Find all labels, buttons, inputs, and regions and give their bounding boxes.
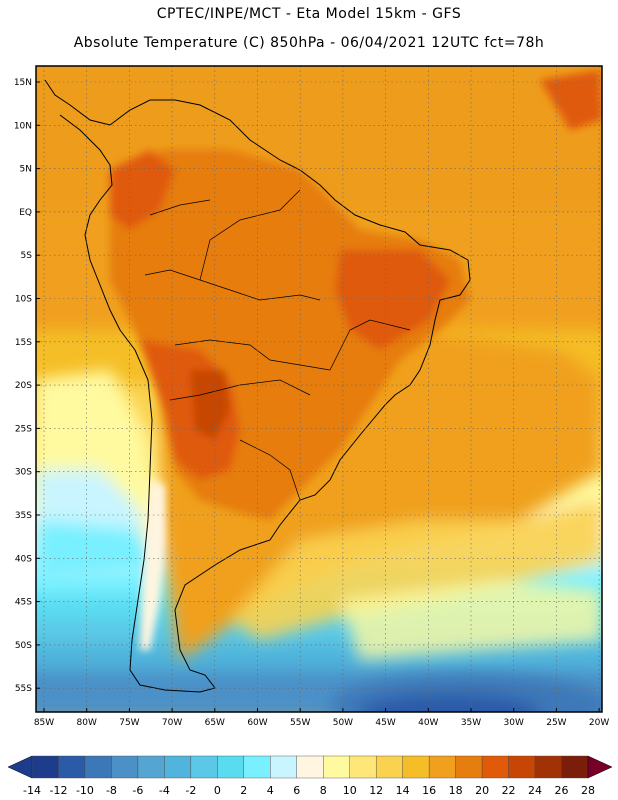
lon-tick-label: 35W bbox=[461, 718, 481, 728]
longitude-labels: 85W 80W 75W 70W 65W 60W 55W 50W 45W 40W 35W 30W 25W 2… bbox=[34, 708, 609, 728]
colorbar-label: 2 bbox=[240, 784, 247, 797]
colorbar-cell bbox=[296, 755, 324, 779]
lat-tick-label: 5S bbox=[21, 251, 33, 261]
lat-tick-label: 45S bbox=[15, 598, 32, 608]
lat-tick-label: 15N bbox=[14, 78, 32, 88]
colorbar-cell bbox=[481, 755, 509, 779]
lon-tick-label: 50W bbox=[333, 718, 353, 728]
lat-tick-label: EQ bbox=[19, 208, 32, 218]
colorbar-label: 6 bbox=[293, 784, 300, 797]
temperature-field bbox=[36, 66, 602, 712]
colorbar-cell bbox=[402, 755, 430, 779]
colorbar-cell bbox=[375, 755, 403, 779]
map-title: CPTEC/INPE/MCT - Eta Model 15km - GFS bbox=[156, 6, 462, 22]
lon-tick-label: 85W bbox=[34, 718, 54, 728]
colorbar-arrow-right bbox=[587, 755, 613, 779]
colorbar-cell bbox=[455, 755, 483, 779]
colorbar-label: 0 bbox=[214, 784, 221, 797]
lon-tick-label: 40W bbox=[418, 718, 438, 728]
colorbar-cell bbox=[508, 755, 536, 779]
colorbar-label: -10 bbox=[76, 784, 94, 797]
colorbar-label: 8 bbox=[320, 784, 327, 797]
latitude-labels: 15N 10N 5N EQ 5S 10S 15S 20S 25S 30S 35S 40S 45S 50S 5… bbox=[14, 78, 40, 694]
lat-tick-label: 20S bbox=[15, 381, 32, 391]
colorbar-cell bbox=[84, 755, 112, 779]
map-subtitle: Absolute Temperature (C) 850hPa - 06/04/… bbox=[73, 35, 545, 51]
colorbar-cell bbox=[31, 755, 59, 779]
lon-tick-label: 30W bbox=[504, 718, 524, 728]
lat-tick-label: 10N bbox=[14, 121, 32, 131]
colorbar-cell bbox=[323, 755, 350, 779]
colorbar-label: 24 bbox=[528, 784, 542, 797]
colorbar-label: 20 bbox=[475, 784, 489, 797]
colorbar-label: 28 bbox=[581, 784, 595, 797]
lat-tick-label: 25S bbox=[15, 424, 32, 434]
colorbar-label: 14 bbox=[396, 784, 410, 797]
lon-tick-label: 65W bbox=[205, 718, 225, 728]
colorbar-label: -12 bbox=[49, 784, 67, 797]
lat-tick-label: 30S bbox=[15, 468, 32, 478]
lon-tick-label: 20W bbox=[589, 718, 609, 728]
lat-tick-label: 15S bbox=[15, 338, 32, 348]
colorbar-cell bbox=[190, 755, 218, 779]
lat-tick-label: 35S bbox=[15, 511, 32, 521]
lon-tick-label: 55W bbox=[290, 718, 310, 728]
lon-tick-label: 25W bbox=[546, 718, 566, 728]
colorbar-label: 18 bbox=[449, 784, 463, 797]
colorbar-cell bbox=[111, 755, 139, 779]
country-borders bbox=[144, 189, 411, 501]
lat-tick-label: 5N bbox=[20, 165, 32, 175]
colorbar-label: -4 bbox=[159, 784, 170, 797]
colorbar-cell bbox=[164, 755, 192, 779]
lat-tick-label: 40S bbox=[15, 554, 32, 564]
map-frame bbox=[35, 65, 603, 713]
colorbar-label: -8 bbox=[106, 784, 117, 797]
colorbar-label: 4 bbox=[267, 784, 274, 797]
colorbar-cell bbox=[243, 755, 271, 779]
lat-tick-label: 10S bbox=[15, 295, 32, 305]
lat-tick-label: 55S bbox=[15, 684, 32, 694]
lon-tick-label: 70W bbox=[162, 718, 182, 728]
colorbar-cell bbox=[270, 755, 297, 779]
colorbar-label: 10 bbox=[343, 784, 357, 797]
colorbar-label: -14 bbox=[23, 784, 41, 797]
colorbar-label: 26 bbox=[555, 784, 569, 797]
continent-outline bbox=[44, 79, 471, 693]
colorbar-label: 16 bbox=[422, 784, 436, 797]
colorbar-label: -6 bbox=[132, 784, 143, 797]
lon-tick-label: 75W bbox=[119, 718, 139, 728]
colorbar-cell bbox=[349, 755, 377, 779]
lat-tick-label: 50S bbox=[15, 641, 32, 651]
color-legend: -14 -12 -10 -8 -6 -4 -2 0 2 4 6 8 10 12 14 16 18 20 22 24 26… bbox=[7, 755, 613, 797]
colorbar-cell bbox=[428, 755, 456, 779]
colorbar-cell bbox=[58, 755, 86, 779]
colorbar-label: 22 bbox=[502, 784, 516, 797]
lon-tick-label: 60W bbox=[247, 718, 267, 728]
colorbar-cell bbox=[561, 755, 589, 779]
temperature-map: 15N 10N 5N EQ 5S 10S 15S 20S 25S 30S 35S 40S 45S 50S 5… bbox=[14, 65, 609, 728]
colorbar-cell bbox=[137, 755, 165, 779]
colorbar-arrow-left bbox=[7, 755, 33, 779]
lon-tick-label: 80W bbox=[77, 718, 97, 728]
colorbar-cell bbox=[534, 755, 562, 779]
colorbar-label: -2 bbox=[185, 784, 196, 797]
colorbar-cell bbox=[217, 755, 245, 779]
colorbar-label: 12 bbox=[369, 784, 383, 797]
lon-tick-label: 45W bbox=[375, 718, 395, 728]
